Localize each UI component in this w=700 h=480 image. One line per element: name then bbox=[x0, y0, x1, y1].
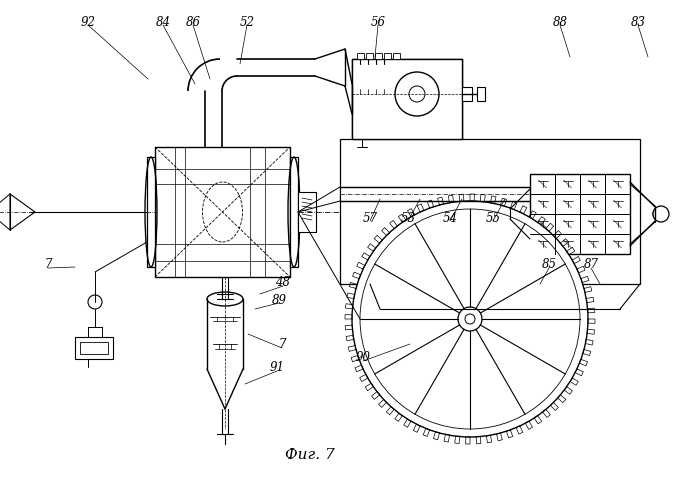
Bar bbox=[352, 60, 462, 140]
Text: 54: 54 bbox=[442, 211, 458, 224]
Circle shape bbox=[395, 73, 439, 117]
Bar bbox=[298, 192, 316, 232]
Text: 87: 87 bbox=[584, 258, 598, 271]
Text: 90: 90 bbox=[356, 351, 370, 364]
Bar bbox=[530, 175, 630, 254]
Bar bbox=[147, 157, 155, 267]
Bar bbox=[393, 54, 400, 60]
Text: 7: 7 bbox=[279, 338, 286, 351]
Bar bbox=[357, 54, 364, 60]
Text: 56: 56 bbox=[370, 15, 386, 28]
Text: 88: 88 bbox=[552, 15, 568, 28]
Text: 7: 7 bbox=[44, 258, 52, 271]
Text: Фиг. 7: Фиг. 7 bbox=[285, 447, 335, 461]
Bar bbox=[155, 148, 290, 277]
Text: 91: 91 bbox=[270, 361, 284, 374]
Text: 53: 53 bbox=[400, 211, 416, 224]
Bar bbox=[340, 140, 640, 285]
Text: 84: 84 bbox=[155, 15, 171, 28]
Bar bbox=[290, 157, 298, 267]
Text: 52: 52 bbox=[239, 15, 255, 28]
Bar bbox=[75, 337, 113, 359]
Bar bbox=[80, 342, 108, 354]
Circle shape bbox=[458, 307, 482, 331]
Text: 92: 92 bbox=[80, 15, 95, 28]
Text: 48: 48 bbox=[276, 276, 290, 289]
Circle shape bbox=[352, 202, 588, 437]
Bar bbox=[530, 175, 630, 254]
Circle shape bbox=[653, 206, 669, 223]
Bar bbox=[384, 54, 391, 60]
Bar bbox=[477, 88, 485, 102]
Text: 86: 86 bbox=[186, 15, 200, 28]
Bar bbox=[366, 54, 373, 60]
Text: 89: 89 bbox=[272, 293, 286, 306]
Bar bbox=[340, 188, 530, 202]
Text: 85: 85 bbox=[542, 258, 557, 271]
Text: 57: 57 bbox=[363, 211, 377, 224]
Bar bbox=[375, 54, 382, 60]
Bar bbox=[352, 60, 462, 140]
Text: 83: 83 bbox=[631, 15, 645, 28]
Circle shape bbox=[653, 207, 667, 222]
Bar bbox=[357, 65, 392, 90]
Bar bbox=[462, 88, 472, 102]
Circle shape bbox=[395, 73, 439, 117]
Text: 55: 55 bbox=[486, 211, 500, 224]
